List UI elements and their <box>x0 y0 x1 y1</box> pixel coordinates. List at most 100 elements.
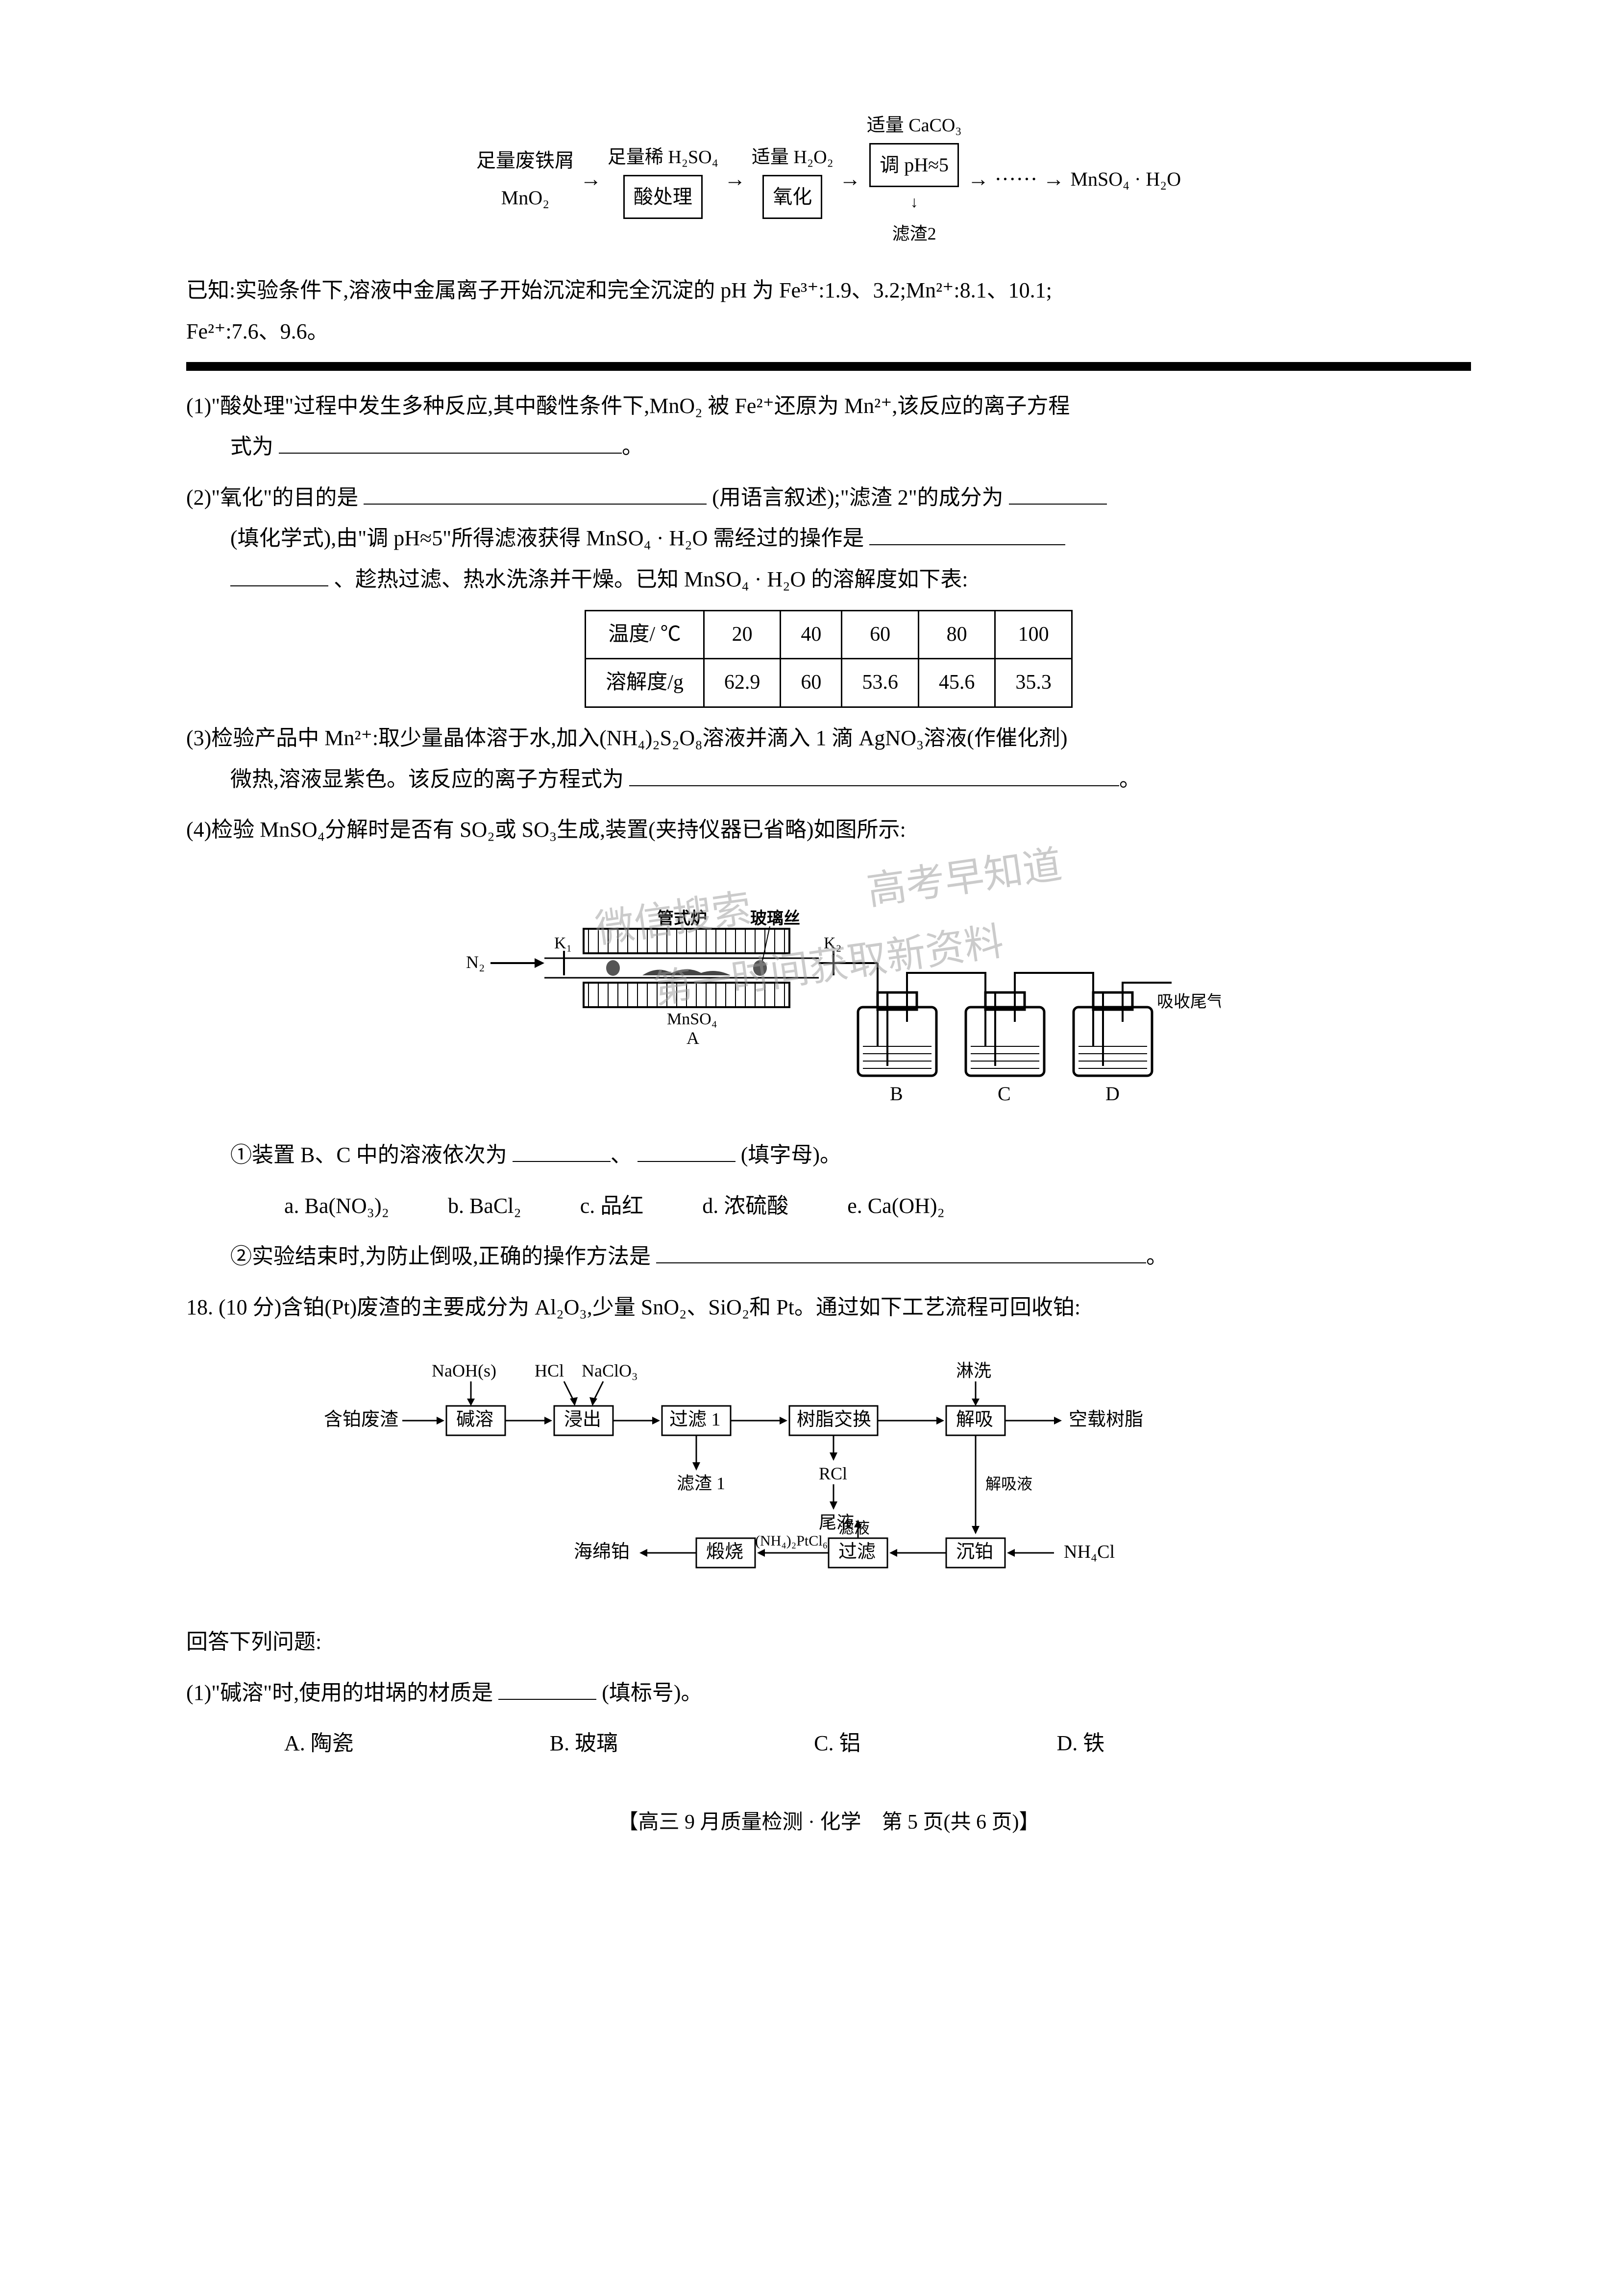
arrow-icon: → ······ → <box>968 159 1065 200</box>
svg-text:浸出: 浸出 <box>564 1409 601 1430</box>
question-4-1: ①装置 B、C 中的溶液依次为 、 (填字母)。 <box>186 1135 1471 1176</box>
option-b: B. 玻璃 <box>550 1723 618 1764</box>
table-cell: 80 <box>918 610 995 659</box>
blank-input[interactable] <box>364 479 707 505</box>
apparatus-svg: N₂ K₁ <box>437 870 1221 1115</box>
arrow-icon: → <box>724 159 746 200</box>
table-row: 温度/ ℃ 20 40 60 80 100 <box>586 610 1072 659</box>
k2-label: K₂ <box>824 934 841 952</box>
flow1-reagent1: 足量稀 H₂SO₄ <box>608 140 718 175</box>
q2-line1a: (2)"氧化"的目的是 <box>186 485 358 509</box>
svg-text:NH₄Cl: NH₄Cl <box>1064 1542 1115 1562</box>
blank-input[interactable] <box>656 1237 1146 1263</box>
furnace-label: 管式炉 <box>657 909 707 928</box>
a-label: A <box>686 1028 699 1048</box>
svg-text:C: C <box>998 1083 1011 1105</box>
question-3: (3)检验产品中 Mn²⁺:取少量晶体溶于水,加入(NH₄)₂S₂O₈溶液并滴入… <box>186 718 1471 799</box>
q1-line2: 式为 <box>230 435 273 459</box>
arrow-icon: → <box>839 159 861 200</box>
flow2-svg: 含铂废渣 碱溶 NaOH(s) 浸出 HCl NaClO₃ 过滤 1 滤渣 1 … <box>290 1337 1368 1592</box>
flow1-step2: 氧化 <box>762 175 822 219</box>
question-18-1: (1)"碱溶"时,使用的坩埚的材质是 (填标号)。 <box>186 1672 1471 1714</box>
svg-text:滤渣 1: 滤渣 1 <box>677 1474 725 1493</box>
q4-1-text2: (填字母)。 <box>741 1143 841 1167</box>
mnso4-label: MnSO₄ <box>667 1010 717 1028</box>
option-e: e. Ca(OH)₂ <box>847 1185 945 1227</box>
q3-line2: 微热,溶液显紫色。该反应的离子方程式为 <box>230 767 624 791</box>
q3-line1: (3)检验产品中 Mn²⁺:取少量晶体溶于水,加入(NH₄)₂S₂O₈溶液并滴入… <box>186 718 1471 759</box>
svg-text:含铂废渣: 含铂废渣 <box>324 1409 398 1430</box>
question-18-intro: 18. (10 分)含铂(Pt)废渣的主要成分为 Al₂O₃,少量 SnO₂、S… <box>186 1287 1471 1328</box>
flow-diagram-1: 足量废铁屑 MnO₂ → 足量稀 H₂SO₄ 酸处理 → 适量 H₂O₂ 氧化 … <box>186 108 1471 250</box>
table-cell: 溶解度/g <box>586 659 704 707</box>
table-cell: 100 <box>995 610 1072 659</box>
table-cell: 60 <box>842 610 919 659</box>
option-a: A. 陶瓷 <box>284 1723 354 1764</box>
blank-input[interactable] <box>279 428 622 454</box>
svg-text:过滤: 过滤 <box>838 1542 876 1562</box>
svg-text:碱溶: 碱溶 <box>456 1409 493 1430</box>
svg-text:RCl: RCl <box>819 1464 847 1483</box>
q4-1-text: ①装置 B、C 中的溶液依次为 <box>230 1143 507 1167</box>
q18-options: A. 陶瓷 B. 玻璃 C. 铝 D. 铁 <box>186 1723 1471 1764</box>
table-cell: 40 <box>781 610 842 659</box>
flow1-input-bottom: MnO₂ <box>501 179 549 217</box>
option-c: C. 铝 <box>814 1723 860 1764</box>
option-a: a. Ba(NO₃)₂ <box>284 1185 389 1227</box>
svg-text:NaOH(s): NaOH(s) <box>432 1361 496 1380</box>
flow1-reagent2: 适量 H₂O₂ <box>752 140 834 175</box>
flow1-residue: 滤渣2 <box>892 217 936 250</box>
q4-options: a. Ba(NO₃)₂ b. BaCl₂ c. 品红 d. 浓硫酸 e. Ca(… <box>186 1185 1471 1227</box>
q18-answer-heading: 回答下列问题: <box>186 1621 1471 1663</box>
table-cell: 20 <box>704 610 781 659</box>
q18-1-text2: (填标号)。 <box>602 1681 702 1705</box>
blank-input[interactable] <box>230 560 328 586</box>
q2-line3: 、趁热过滤、热水洗涤并干燥。已知 MnSO₄ · H₂O 的溶解度如下表: <box>334 567 968 591</box>
flow1-reagent3: 适量 CaCO₃ <box>867 108 962 143</box>
flow1-step1: 酸处理 <box>623 175 703 219</box>
q2-line1b: (用语言叙述);"滤渣 2"的成分为 <box>712 485 1003 509</box>
question-2: (2)"氧化"的目的是 (用语言叙述);"滤渣 2"的成分为 (填化学式),由"… <box>186 477 1471 600</box>
blank-input[interactable] <box>513 1136 611 1162</box>
bottle-b: B <box>858 992 936 1105</box>
flow1-input-top: 足量废铁屑 <box>476 142 574 179</box>
svg-text:煅烧: 煅烧 <box>706 1542 743 1562</box>
svg-text:解吸: 解吸 <box>956 1409 993 1430</box>
arrow-icon: → <box>580 159 602 200</box>
svg-text:树脂交换: 树脂交换 <box>797 1409 871 1430</box>
q2-line2: (填化学式),由"调 pH≈5"所得滤液获得 MnSO₄ · H₂O 需经过的操… <box>230 526 864 550</box>
question-1: (1)"酸处理"过程中发生多种反应,其中酸性条件下,MnO₂ 被 Fe²⁺还原为… <box>186 386 1471 467</box>
q4-intro: (4)检验 MnSO₄分解时是否有 SO₂或 SO₃生成,装置(夹持仪器已省略)… <box>186 809 1471 850</box>
option-d: d. 浓硫酸 <box>702 1185 788 1227</box>
apparatus-diagram: 微信搜索 高考早知道 第一时间获取新资料 N₂ K₁ <box>186 870 1471 1115</box>
svg-text:空载树脂: 空载树脂 <box>1069 1409 1143 1430</box>
question-4-2: ②实验结束时,为防止倒吸,正确的操作方法是 。 <box>186 1236 1471 1277</box>
blank-input[interactable] <box>869 520 1065 546</box>
known-line1: 已知:实验条件下,溶液中金属离子开始沉淀和完全沉淀的 pH 为 Fe³⁺:1.9… <box>186 270 1471 311</box>
bottle-d: D <box>1074 992 1152 1105</box>
blank-input[interactable] <box>629 760 1119 786</box>
svg-text:(NH₄)₂PtCl₆: (NH₄)₂PtCl₆ <box>755 1533 828 1549</box>
question-4: (4)检验 MnSO₄分解时是否有 SO₂或 SO₃生成,装置(夹持仪器已省略)… <box>186 809 1471 850</box>
flow-diagram-2: 含铂废渣 碱溶 NaOH(s) 浸出 HCl NaClO₃ 过滤 1 滤渣 1 … <box>186 1337 1471 1592</box>
svg-text:沉铂: 沉铂 <box>956 1542 993 1562</box>
blank-input[interactable] <box>498 1674 596 1700</box>
known-line2: Fe²⁺:7.6、9.6。 <box>186 311 1471 352</box>
flow1-output: MnSO₄ · H₂O <box>1070 161 1181 198</box>
table-cell: 53.6 <box>842 659 919 707</box>
svg-text:过滤 1: 过滤 1 <box>669 1409 721 1430</box>
blank-input[interactable] <box>1009 479 1107 505</box>
svg-text:D: D <box>1105 1083 1120 1105</box>
svg-text:解吸液: 解吸液 <box>985 1475 1032 1493</box>
svg-text:B: B <box>890 1083 903 1105</box>
page-footer: 【高三 9 月质量检测 · 化学 第 5 页(共 6 页)】 <box>186 1803 1471 1842</box>
option-b: b. BaCl₂ <box>448 1185 521 1227</box>
table-cell: 45.6 <box>918 659 995 707</box>
table-cell: 62.9 <box>704 659 781 707</box>
flow1-step3: 调 pH≈5 <box>869 143 959 187</box>
q1-line1: (1)"酸处理"过程中发生多种反应,其中酸性条件下,MnO₂ 被 Fe²⁺还原为… <box>186 386 1471 427</box>
blank-input[interactable] <box>637 1136 735 1162</box>
svg-text:HCl NaClO₃: HCl NaClO₃ <box>535 1361 638 1380</box>
n2-label: N₂ <box>466 952 485 972</box>
q4-2-text: ②实验结束时,为防止倒吸,正确的操作方法是 <box>230 1244 651 1268</box>
